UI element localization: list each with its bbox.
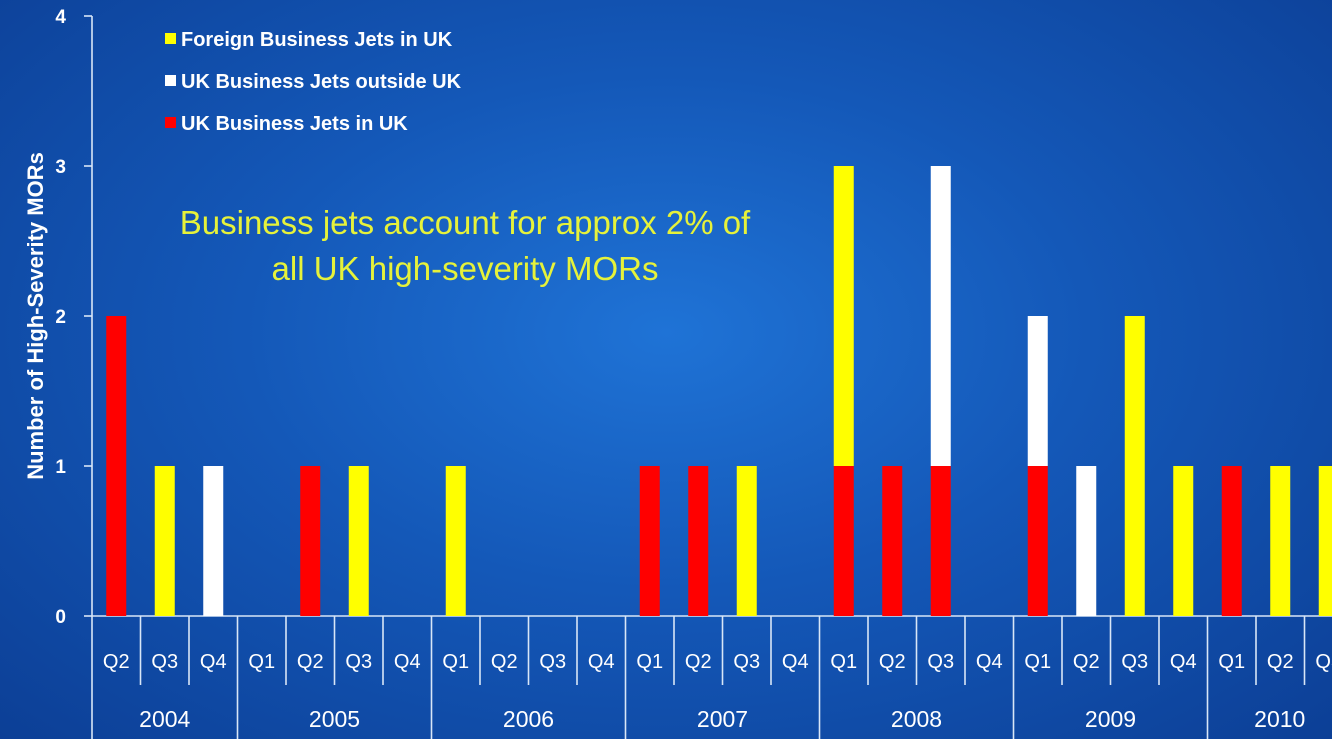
bar-segment — [106, 316, 127, 616]
bar-segment — [300, 466, 321, 616]
bar-segment — [930, 166, 951, 466]
annotation-line-1: Business jets account for approx 2% of — [180, 204, 751, 241]
bars — [106, 166, 1332, 616]
bar-segment — [736, 466, 757, 616]
quarter-label: Q3 — [927, 651, 954, 673]
y-tick-label: 1 — [55, 457, 66, 478]
legend-label: UK Business Jets in UK — [181, 113, 408, 135]
legend-label: Foreign Business Jets in UK — [181, 29, 453, 51]
bar-segment — [1270, 466, 1291, 616]
quarter-label: Q4 — [1170, 651, 1197, 673]
bar-segment — [1027, 466, 1048, 616]
y-tick-label: 0 — [55, 607, 66, 628]
legend-swatch — [165, 75, 176, 86]
bar-segment — [1027, 316, 1048, 466]
annotation-line-2: all UK high-severity MORs — [272, 250, 659, 287]
bar-segment — [1318, 466, 1332, 616]
bar-segment — [930, 466, 951, 616]
quarter-label: Q2 — [1073, 651, 1100, 673]
quarter-label: Q2 — [685, 651, 712, 673]
quarter-label: Q4 — [394, 651, 421, 673]
legend-label: UK Business Jets outside UK — [181, 71, 462, 93]
quarter-label: Q1 — [830, 651, 857, 673]
y-axis: 0 1 2 3 4 Number of High-Severity MORs — [23, 7, 93, 628]
quarter-label: Q2 — [103, 651, 130, 673]
year-label: 2009 — [1085, 706, 1136, 732]
quarter-label: Q4 — [200, 651, 227, 673]
bar-segment — [1076, 466, 1097, 616]
bar-segment — [688, 466, 709, 616]
bar-segment — [348, 466, 369, 616]
quarter-label: Q3 — [151, 651, 178, 673]
bar-segment — [445, 466, 466, 616]
legend: Foreign Business Jets in UK UK Business J… — [165, 29, 462, 135]
y-tick-label: 4 — [55, 7, 66, 28]
y-tick-label: 2 — [55, 307, 66, 328]
quarter-label: Q4 — [588, 651, 615, 673]
bar-segment — [1173, 466, 1194, 616]
year-label: 2007 — [697, 706, 748, 732]
quarter-label: Q1 — [248, 651, 275, 673]
quarter-label: Q2 — [297, 651, 324, 673]
year-label: 2005 — [309, 706, 360, 732]
quarter-label: Q4 — [976, 651, 1003, 673]
quarter-label: Q1 — [1024, 651, 1051, 673]
quarter-label: Q3 — [1315, 651, 1332, 673]
quarter-label: Q2 — [1267, 651, 1294, 673]
quarter-label: Q3 — [539, 651, 566, 673]
bar-segment — [1124, 316, 1145, 616]
y-tick-label: 3 — [55, 157, 66, 178]
year-label: 2004 — [139, 706, 190, 732]
bar-segment — [154, 466, 175, 616]
y-ticks: 0 1 2 3 4 — [55, 7, 92, 628]
quarter-label: Q3 — [345, 651, 372, 673]
bar-segment — [833, 466, 854, 616]
legend-swatch — [165, 117, 176, 128]
y-axis-label: Number of High-Severity MORs — [23, 152, 48, 480]
legend-swatch — [165, 33, 176, 44]
quarter-label: Q1 — [636, 651, 663, 673]
quarter-label: Q2 — [491, 651, 518, 673]
quarter-label: Q4 — [782, 651, 809, 673]
bar-segment — [1221, 466, 1242, 616]
year-label: 2010 — [1254, 706, 1305, 732]
annotation: Business jets account for approx 2% of a… — [180, 204, 751, 287]
year-label: 2006 — [503, 706, 554, 732]
quarter-label: Q3 — [1121, 651, 1148, 673]
quarter-label: Q2 — [879, 651, 906, 673]
bar-segment — [639, 466, 660, 616]
year-label: 2008 — [891, 706, 942, 732]
quarter-label: Q1 — [1218, 651, 1245, 673]
bar-segment — [203, 466, 224, 616]
quarter-label: Q1 — [442, 651, 469, 673]
quarter-label: Q3 — [733, 651, 760, 673]
x-axis: Q2 Q3 Q4 Q1 Q2 Q3 Q4 Q1 Q2 Q3 Q4 Q1 Q2 Q3 Q4 Q1 Q2 Q3 Q4 Q1… — [91, 615, 1332, 739]
bar-segment — [882, 466, 903, 616]
bar-segment — [833, 166, 854, 466]
